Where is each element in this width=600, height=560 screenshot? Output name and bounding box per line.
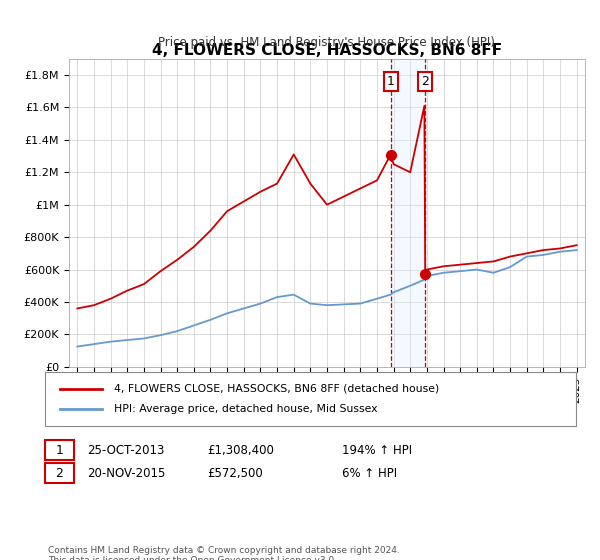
Text: £572,500: £572,500 xyxy=(207,466,263,480)
Text: £1,308,400: £1,308,400 xyxy=(207,444,274,457)
Text: 1: 1 xyxy=(386,75,395,88)
Text: 20-NOV-2015: 20-NOV-2015 xyxy=(87,466,166,480)
Text: 194% ↑ HPI: 194% ↑ HPI xyxy=(342,444,412,457)
Bar xyxy=(391,59,425,367)
Text: 2: 2 xyxy=(421,75,429,88)
Title: 4, FLOWERS CLOSE, HASSOCKS, BN6 8FF: 4, FLOWERS CLOSE, HASSOCKS, BN6 8FF xyxy=(152,43,502,58)
Text: Price paid vs. HM Land Registry's House Price Index (HPI): Price paid vs. HM Land Registry's House … xyxy=(158,36,495,49)
Text: HPI: Average price, detached house, Mid Sussex: HPI: Average price, detached house, Mid … xyxy=(114,404,377,414)
Text: 1: 1 xyxy=(55,444,64,457)
Text: 4, FLOWERS CLOSE, HASSOCKS, BN6 8FF (detached house): 4, FLOWERS CLOSE, HASSOCKS, BN6 8FF (det… xyxy=(114,384,439,394)
Text: Contains HM Land Registry data © Crown copyright and database right 2024.
This d: Contains HM Land Registry data © Crown c… xyxy=(48,546,400,560)
Text: 2: 2 xyxy=(55,466,64,480)
Text: 6% ↑ HPI: 6% ↑ HPI xyxy=(342,466,397,480)
Text: 25-OCT-2013: 25-OCT-2013 xyxy=(87,444,164,457)
